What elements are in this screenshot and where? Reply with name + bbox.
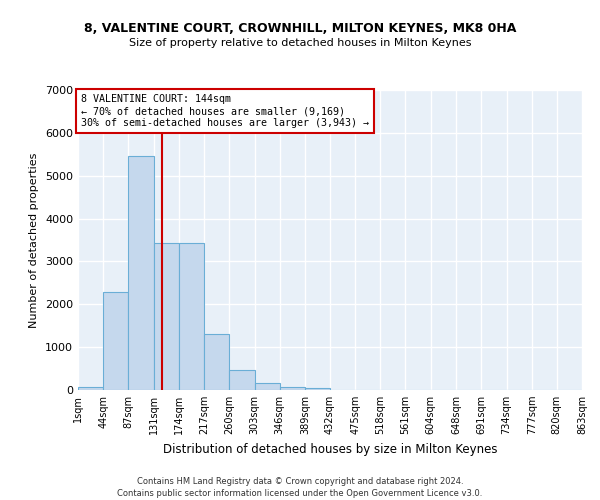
- Bar: [204, 334, 229, 390]
- Text: 8 VALENTINE COURT: 144sqm
← 70% of detached houses are smaller (9,169)
30% of se: 8 VALENTINE COURT: 144sqm ← 70% of detac…: [80, 94, 368, 128]
- Bar: [179, 243, 204, 390]
- Text: Contains HM Land Registry data © Crown copyright and database right 2024.: Contains HM Land Registry data © Crown c…: [137, 478, 463, 486]
- Bar: [78, 387, 103, 390]
- Bar: [305, 388, 330, 390]
- X-axis label: Distribution of detached houses by size in Milton Keynes: Distribution of detached houses by size …: [163, 442, 497, 456]
- Bar: [254, 383, 280, 390]
- Text: 8, VALENTINE COURT, CROWNHILL, MILTON KEYNES, MK8 0HA: 8, VALENTINE COURT, CROWNHILL, MILTON KE…: [84, 22, 516, 36]
- Bar: [229, 370, 254, 390]
- Bar: [103, 292, 128, 390]
- Text: Contains public sector information licensed under the Open Government Licence v3: Contains public sector information licen…: [118, 489, 482, 498]
- Bar: [128, 156, 154, 390]
- Bar: [154, 243, 179, 390]
- Text: Size of property relative to detached houses in Milton Keynes: Size of property relative to detached ho…: [129, 38, 471, 48]
- Y-axis label: Number of detached properties: Number of detached properties: [29, 152, 40, 328]
- Bar: [280, 386, 305, 390]
